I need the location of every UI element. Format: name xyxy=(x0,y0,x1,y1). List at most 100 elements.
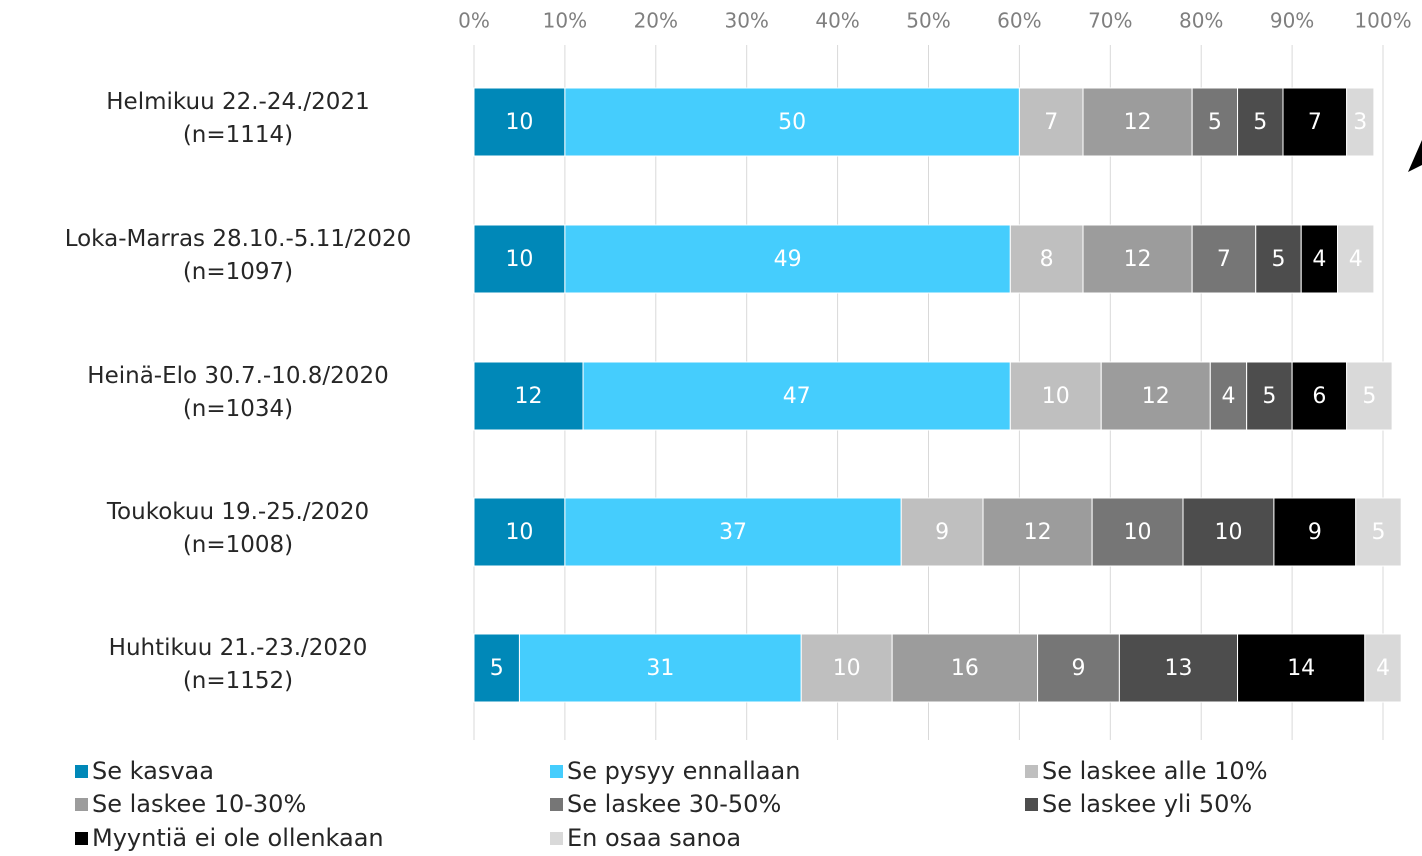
x-tick-label: 20% xyxy=(634,9,678,33)
legend-label: Se kasvaa xyxy=(92,757,214,785)
legend-label: Myyntiä ei ole ollenkaan xyxy=(92,824,384,852)
bar-segment xyxy=(1246,361,1293,431)
value-label: 4 xyxy=(1376,656,1390,681)
value-label: 9 xyxy=(1071,656,1085,681)
value-label: 5 xyxy=(1271,247,1285,272)
value-label: 37 xyxy=(719,520,747,545)
category-label: Huhtikuu 21.-23./2020 (n=1152) xyxy=(108,635,368,694)
bar-segment xyxy=(1273,497,1357,567)
x-tick-label: 10% xyxy=(543,9,587,33)
category-label: Helmikuu 22.-24./2021 (n=1114) xyxy=(106,89,370,148)
value-label: 10 xyxy=(505,520,533,545)
legend-item: Se laskee alle 10% xyxy=(1025,757,1268,785)
value-label: 14 xyxy=(1287,656,1315,681)
bar-segment xyxy=(564,224,1011,294)
value-label: 10 xyxy=(1124,520,1152,545)
x-tick-label: 100% xyxy=(1354,9,1411,33)
value-label: 12 xyxy=(1024,520,1052,545)
value-label: 5 xyxy=(1362,384,1376,409)
bar-segment xyxy=(1018,87,1084,157)
bar-segment xyxy=(900,497,984,567)
bar-segment xyxy=(1009,361,1102,431)
legend-swatch xyxy=(550,798,563,811)
value-label: 12 xyxy=(1124,247,1152,272)
value-label: 5 xyxy=(1371,520,1385,545)
value-label: 47 xyxy=(783,384,811,409)
value-label: 5 xyxy=(1253,110,1267,135)
legend-swatch xyxy=(550,832,563,845)
legend-label: Se laskee 10-30% xyxy=(92,790,307,818)
value-label: 50 xyxy=(778,110,806,135)
value-label: 10 xyxy=(1042,384,1070,409)
bar-segment xyxy=(1355,497,1402,567)
bar-segment xyxy=(1182,497,1275,567)
value-label: 12 xyxy=(1142,384,1170,409)
bar-segment xyxy=(1346,87,1375,157)
bar-segment xyxy=(1009,224,1084,294)
bar-segment xyxy=(473,87,566,157)
x-tick-label: 30% xyxy=(724,9,768,33)
value-label: 7 xyxy=(1308,110,1322,135)
bar-segment xyxy=(1346,361,1393,431)
legend-swatch xyxy=(75,798,88,811)
bar-segment xyxy=(1100,361,1211,431)
bar-segment xyxy=(473,224,566,294)
value-label: 9 xyxy=(935,520,949,545)
value-label: 49 xyxy=(774,247,802,272)
category-label: Loka-Marras 28.10.-5.11/2020 (n=1097) xyxy=(64,226,412,285)
x-tick-label: 0% xyxy=(458,9,490,33)
legend-swatch xyxy=(1025,765,1038,778)
value-label: 12 xyxy=(1124,110,1152,135)
value-label: 10 xyxy=(505,247,533,272)
legend-item: En osaa sanoa xyxy=(550,824,741,852)
value-label: 16 xyxy=(951,656,979,681)
legend-item: Se laskee 30-50% xyxy=(550,790,781,818)
x-tick-label: 60% xyxy=(997,9,1041,33)
bar-segment xyxy=(473,497,566,567)
bar-segment xyxy=(1237,633,1366,703)
legend-item: Se pysyy ennallaan xyxy=(550,757,800,785)
bar-segment xyxy=(800,633,893,703)
legend-swatch xyxy=(550,765,563,778)
bar-segment xyxy=(1291,361,1348,431)
legend-item: Myyntiä ei ole ollenkaan xyxy=(75,824,384,852)
legend-label: En osaa sanoa xyxy=(567,824,742,852)
value-label: 5 xyxy=(1262,384,1276,409)
value-label: 31 xyxy=(646,656,674,681)
legend-swatch xyxy=(1025,798,1038,811)
bar-segment xyxy=(518,633,802,703)
legend-label: Se laskee alle 10% xyxy=(1042,757,1268,785)
legend-label: Se pysyy ennallaan xyxy=(567,757,801,785)
value-label: 4 xyxy=(1221,384,1235,409)
x-tick-label: 50% xyxy=(906,9,950,33)
bar-segment xyxy=(1255,224,1302,294)
bar-segment xyxy=(1118,633,1239,703)
legend-item: Se laskee yli 50% xyxy=(1025,790,1252,818)
value-label: 9 xyxy=(1308,520,1322,545)
value-label: 6 xyxy=(1312,384,1326,409)
bar-segment xyxy=(1082,87,1193,157)
bar-segment xyxy=(1237,87,1284,157)
value-label: 5 xyxy=(490,656,504,681)
value-label: 10 xyxy=(505,110,533,135)
bar-segment xyxy=(1337,224,1375,294)
legend-swatch xyxy=(75,765,88,778)
value-label: 10 xyxy=(1214,520,1242,545)
value-label: 4 xyxy=(1349,247,1363,272)
bar-segment xyxy=(1082,224,1193,294)
value-label: 3 xyxy=(1353,110,1367,135)
bar-segment xyxy=(1364,633,1402,703)
legend-label: Se laskee yli 50% xyxy=(1042,790,1253,818)
category-label: Heinä-Elo 30.7.-10.8/2020 (n=1034) xyxy=(87,363,389,422)
x-tick-label: 90% xyxy=(1270,9,1314,33)
value-label: 4 xyxy=(1312,247,1326,272)
value-label: 8 xyxy=(1040,247,1054,272)
bar-segment xyxy=(582,361,1011,431)
bar-segment xyxy=(982,497,1093,567)
x-tick-label: 80% xyxy=(1179,9,1223,33)
x-tick-label: 40% xyxy=(815,9,859,33)
arrow-fragment xyxy=(1408,140,1422,172)
bar-segment xyxy=(1191,224,1257,294)
